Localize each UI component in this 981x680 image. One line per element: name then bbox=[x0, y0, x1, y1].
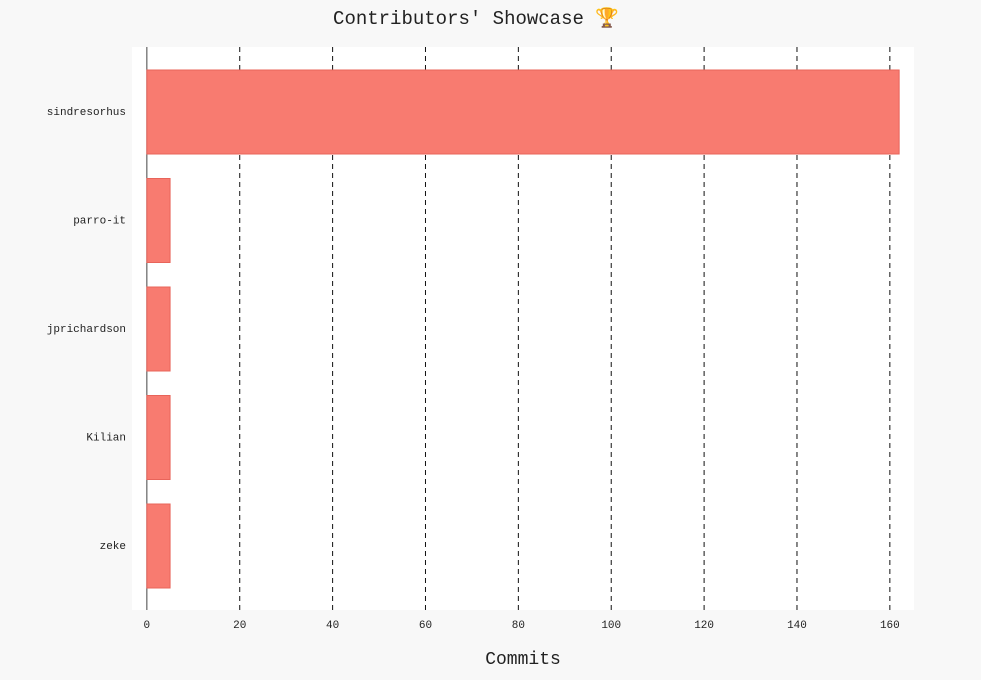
bar bbox=[146, 69, 900, 155]
x-tick-label: 20 bbox=[233, 620, 246, 632]
y-tick-label: parro-it bbox=[73, 215, 126, 227]
bar bbox=[146, 503, 171, 589]
x-tick-label: 100 bbox=[601, 620, 621, 632]
x-tick-label: 120 bbox=[694, 620, 714, 632]
y-tick-label: Kilian bbox=[86, 432, 126, 444]
chart-title: Contributors' Showcase 🏆 bbox=[333, 6, 619, 30]
bar bbox=[146, 395, 171, 480]
y-tick-label: zeke bbox=[100, 541, 126, 553]
x-tick-label: 160 bbox=[880, 620, 900, 632]
bar bbox=[146, 178, 171, 263]
x-tick-label: 40 bbox=[326, 620, 339, 632]
x-tick-label: 0 bbox=[144, 620, 151, 632]
y-tick-label: jprichardson bbox=[47, 324, 126, 336]
bar bbox=[146, 286, 171, 372]
x-tick-label: 60 bbox=[419, 620, 432, 632]
y-tick-label: sindresorhus bbox=[47, 107, 126, 119]
x-tick-label: 140 bbox=[787, 620, 807, 632]
x-axis-label: Commits bbox=[485, 650, 561, 670]
x-tick-label: 80 bbox=[512, 620, 525, 632]
